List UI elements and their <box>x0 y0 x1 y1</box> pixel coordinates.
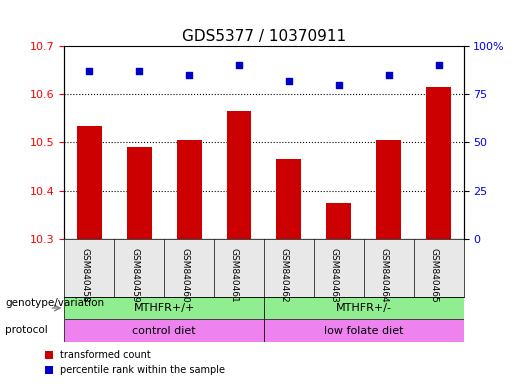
Bar <box>177 140 201 239</box>
Point <box>85 68 93 74</box>
Text: MTHFR+/+: MTHFR+/+ <box>133 303 195 313</box>
Title: GDS5377 / 10370911: GDS5377 / 10370911 <box>182 28 346 43</box>
Text: GSM840462: GSM840462 <box>280 248 289 302</box>
Text: GSM840458: GSM840458 <box>80 248 89 302</box>
Bar <box>227 111 251 239</box>
Point <box>385 72 393 78</box>
Text: GSM840464: GSM840464 <box>380 248 389 302</box>
Point <box>185 72 193 78</box>
Text: GSM840459: GSM840459 <box>130 248 139 302</box>
Bar <box>77 126 102 239</box>
Text: GSM840460: GSM840460 <box>180 248 189 302</box>
Point <box>235 62 243 68</box>
Text: low folate diet: low folate diet <box>324 326 403 336</box>
Bar <box>327 203 351 239</box>
Text: protocol: protocol <box>5 325 48 335</box>
Text: MTHFR+/-: MTHFR+/- <box>336 303 392 313</box>
Bar <box>64 319 264 342</box>
Text: GSM840461: GSM840461 <box>230 248 239 302</box>
Bar <box>64 297 264 319</box>
Point <box>285 78 293 84</box>
Bar <box>127 147 152 239</box>
Bar <box>376 140 401 239</box>
Text: genotype/variation: genotype/variation <box>5 298 104 308</box>
Bar <box>277 159 301 239</box>
Point <box>135 68 143 74</box>
Legend: transformed count, percentile rank within the sample: transformed count, percentile rank withi… <box>41 346 229 379</box>
Text: GSM840463: GSM840463 <box>330 248 339 302</box>
Bar <box>264 297 464 319</box>
Text: control diet: control diet <box>132 326 196 336</box>
Bar <box>264 319 464 342</box>
Text: GSM840465: GSM840465 <box>430 248 439 302</box>
Point <box>335 81 343 88</box>
Point <box>435 62 443 68</box>
Bar <box>426 87 451 239</box>
